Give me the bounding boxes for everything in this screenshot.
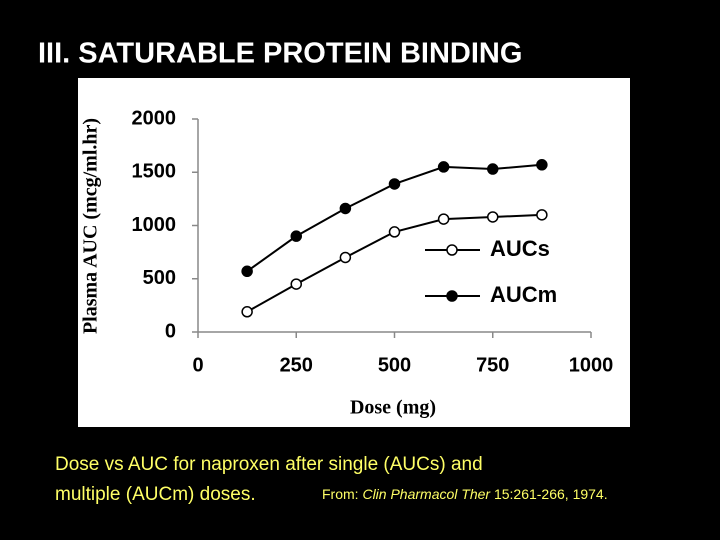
data-point: [241, 306, 253, 318]
data-point: [487, 211, 499, 223]
x-tick-label: 0: [192, 354, 203, 376]
y-tick-label: 0: [165, 320, 176, 342]
y-tick-label: 500: [143, 267, 176, 289]
data-point: [388, 178, 401, 190]
caption: Dose vs AUC for naproxen after single (A…: [55, 454, 483, 505]
caption-line: Dose vs AUC for naproxen after single (A…: [55, 454, 483, 505]
x-axis-label: Dose (mg): [350, 397, 436, 419]
data-point: [388, 226, 401, 238]
y-tick-label: 1500: [132, 161, 177, 183]
x-tick-label: 250: [280, 354, 313, 376]
caption-source: From: Clin Pharmacol Ther 15:261-266, 19…: [322, 486, 608, 502]
legend-label: AUCs: [490, 236, 550, 261]
slide-title: III. SATURABLE PROTEIN BINDING: [38, 38, 522, 70]
data-point: [437, 161, 450, 173]
y-tick-label: 1000: [132, 214, 177, 236]
data-point: [290, 278, 302, 290]
data-point: [536, 159, 548, 171]
data-point: [241, 265, 253, 278]
source-journal: Clin Pharmacol Ther: [362, 486, 491, 502]
data-point: [437, 213, 450, 225]
data-point: [487, 163, 499, 175]
data-point: [339, 251, 352, 264]
legend-marker: [446, 244, 458, 256]
data-point: [290, 230, 302, 242]
x-tick-label: 1000: [569, 354, 614, 376]
x-tick-label: 500: [378, 354, 411, 376]
data-point: [339, 202, 352, 215]
x-tick-label: 750: [476, 354, 509, 376]
data-point: [536, 209, 548, 221]
source-prefix: From:: [322, 486, 359, 502]
y-axis-label: Plasma AUC (mcg/ml.hr): [80, 118, 102, 334]
legend-label: AUCm: [490, 282, 557, 307]
legend-marker: [446, 290, 458, 302]
y-tick-label: 2000: [132, 107, 177, 129]
source-ref: 15:261-266, 1974.: [494, 486, 608, 502]
